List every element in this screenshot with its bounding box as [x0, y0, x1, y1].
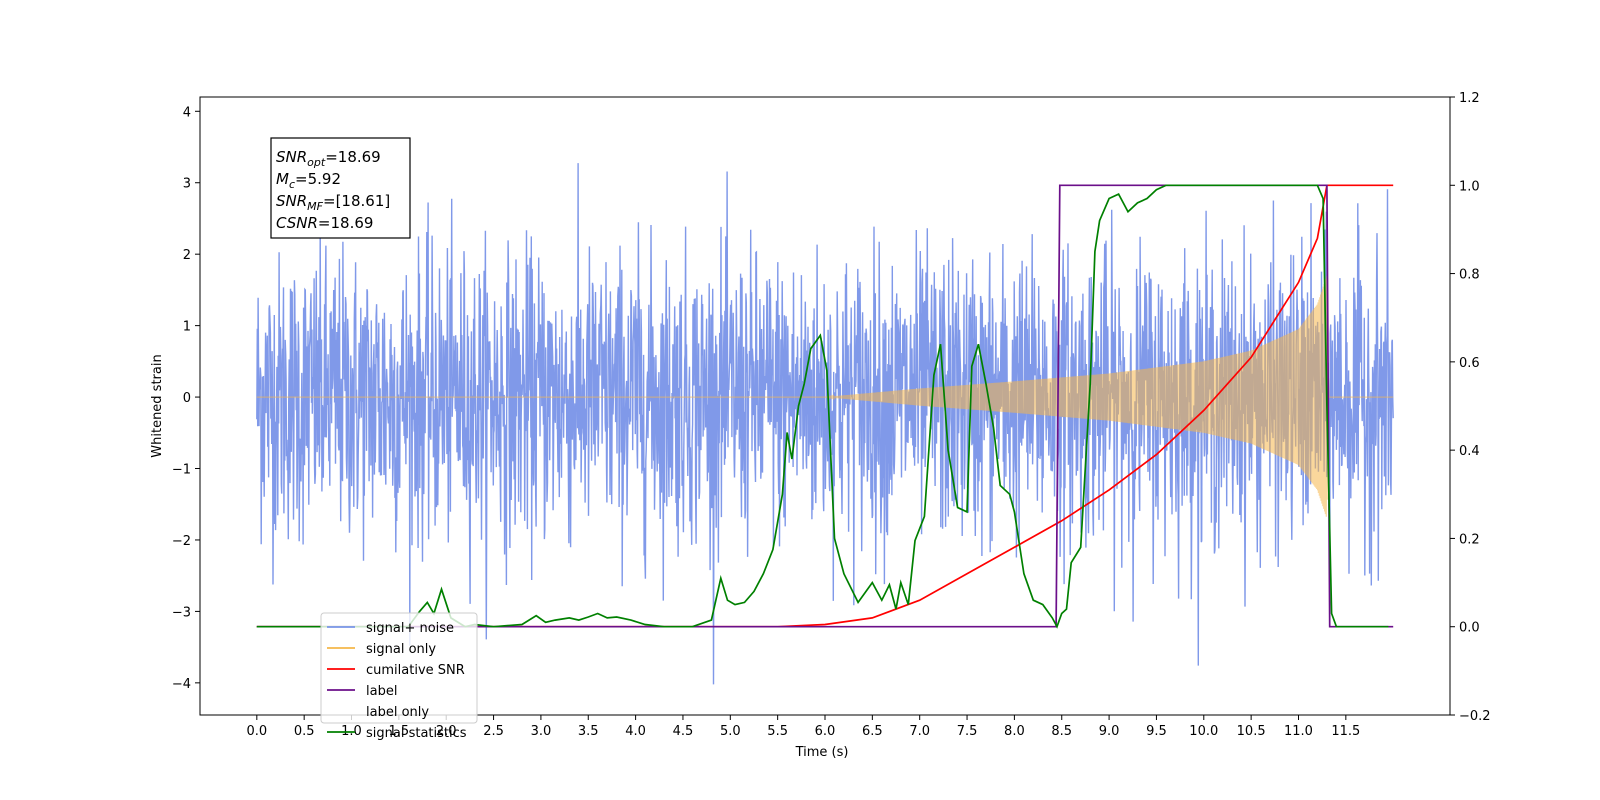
y-tick-label: −1: [172, 463, 191, 478]
y-tick-label: −3: [172, 605, 191, 620]
plot-area: [256, 163, 1394, 685]
legend-label: label only: [366, 705, 429, 720]
x-tick-label: 4.0: [625, 724, 646, 739]
x-tick-label: 7.5: [957, 724, 978, 739]
snr-mf-annotation: SNRMF=[18.61]: [276, 192, 390, 213]
y-tick-label: 1: [183, 320, 191, 335]
csnr-symbol: CSNR: [276, 214, 318, 232]
snr-opt-annotation: SNRopt=18.69: [276, 148, 381, 169]
legend-frame: [320, 612, 478, 724]
x-tick-label: 2.0: [436, 724, 457, 739]
x-tick-label: 3.5: [578, 724, 599, 739]
legend-item-signal-noise: signal+ noise: [327, 621, 454, 636]
y2-tick-label: 0.8: [1459, 268, 1480, 283]
x-axis-ticks: 0.0 0.5 1.0 1.5 2.0 2.5 3.0 3.5 4.0 4.5 5.0 5.5 6.0 6…: [246, 715, 1360, 739]
legend-item-label-only: label only: [366, 705, 429, 720]
y-axis-label: Whitened strain: [150, 354, 165, 457]
legend-label: signal+ noise: [366, 621, 454, 636]
x-tick-label: 6.0: [815, 724, 836, 739]
y2-tick-label: 0.2: [1459, 532, 1480, 547]
y2-tick-label: 0.6: [1459, 356, 1480, 371]
x-tick-label: 1.5: [389, 724, 410, 739]
y2-tick-label: −0.2: [1459, 709, 1491, 724]
x-tick-label: 5.5: [767, 724, 788, 739]
snr-opt-value: =18.69: [325, 148, 381, 166]
legend-label: label: [366, 684, 397, 699]
x-tick-label: 4.5: [673, 724, 694, 739]
snr-opt-symbol: SNR: [276, 148, 307, 166]
snr-opt-subscript: opt: [307, 156, 326, 169]
legend-item-cumilative-snr: cumilative SNR: [327, 663, 465, 678]
x-tick-label: 10.0: [1189, 724, 1218, 739]
x-tick-label: 9.5: [1146, 724, 1167, 739]
x-tick-label: 3.0: [531, 724, 552, 739]
signal-statistics-series: [256, 184, 1389, 629]
x-tick-label: 8.5: [1051, 724, 1072, 739]
x-tick-label: 11.0: [1284, 724, 1313, 739]
chirp-mass-subscript: c: [289, 178, 295, 191]
snr-mf-symbol: SNR: [276, 192, 307, 210]
x-tick-label: 7.0: [909, 724, 930, 739]
x-tick-label: 2.5: [483, 724, 504, 739]
chirp-mass-symbol: M: [276, 170, 289, 188]
info-box: SNRopt=18.69 Mc=5.92 SNRMF=[18.61] CSNR=…: [270, 137, 411, 239]
y2-tick-label: 0.4: [1459, 444, 1480, 459]
y-tick-label: 0: [183, 391, 191, 406]
y-tick-label: 4: [183, 105, 191, 120]
legend-label: cumilative SNR: [366, 663, 465, 678]
y2-tick-label: 1.0: [1459, 179, 1480, 194]
legend-item-signal-statistics: signal statistics: [327, 726, 467, 741]
x-tick-label: 10.5: [1237, 724, 1266, 739]
x-tick-label: 9.0: [1099, 724, 1120, 739]
x-tick-label: 11.5: [1331, 724, 1360, 739]
x-tick-label: 6.5: [862, 724, 883, 739]
y-tick-label: 3: [183, 177, 191, 192]
y-axis-ticks: 4 3 2 1 0 −1 −2 −3 −4: [172, 105, 200, 692]
x-tick-label: 8.0: [1004, 724, 1025, 739]
chirp-mass-annotation: Mc=5.92: [276, 170, 341, 191]
chirp-mass-value: =5.92: [295, 170, 341, 188]
cumilative-snr-series: [256, 184, 1394, 628]
legend-item-signal-only: signal only: [327, 642, 436, 657]
y-tick-label: −4: [172, 677, 191, 692]
legend: signal+ noise signal only cumilative SNR la…: [320, 612, 478, 741]
y2-tick-label: 1.2: [1459, 91, 1480, 106]
snr-mf-subscript: MF: [307, 200, 323, 213]
y2-axis-ticks: 1.2 1.0 0.8 0.6 0.4 0.2 0.0 −0.2: [1450, 91, 1491, 724]
signal-only-series: [256, 276, 1394, 517]
info-box-frame: [270, 137, 411, 239]
x-tick-label: 0.0: [246, 724, 267, 739]
y-tick-label: −2: [172, 534, 191, 549]
csnr-annotation: CSNR=18.69: [276, 214, 373, 232]
snr-mf-value: =[18.61]: [323, 192, 390, 210]
y2-tick-label: 0.0: [1459, 621, 1480, 636]
x-tick-label: 0.5: [294, 724, 315, 739]
x-tick-label: 5.0: [720, 724, 741, 739]
x-axis-label: Time (s): [795, 745, 849, 760]
csnr-value: =18.69: [318, 214, 374, 232]
y-tick-label: 2: [183, 248, 191, 263]
legend-item-label: label: [327, 684, 397, 699]
legend-label: signal statistics: [366, 726, 467, 741]
legend-label: signal only: [366, 642, 436, 657]
